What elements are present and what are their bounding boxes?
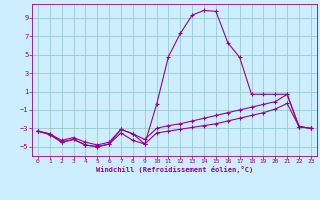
- X-axis label: Windchill (Refroidissement éolien,°C): Windchill (Refroidissement éolien,°C): [96, 166, 253, 173]
